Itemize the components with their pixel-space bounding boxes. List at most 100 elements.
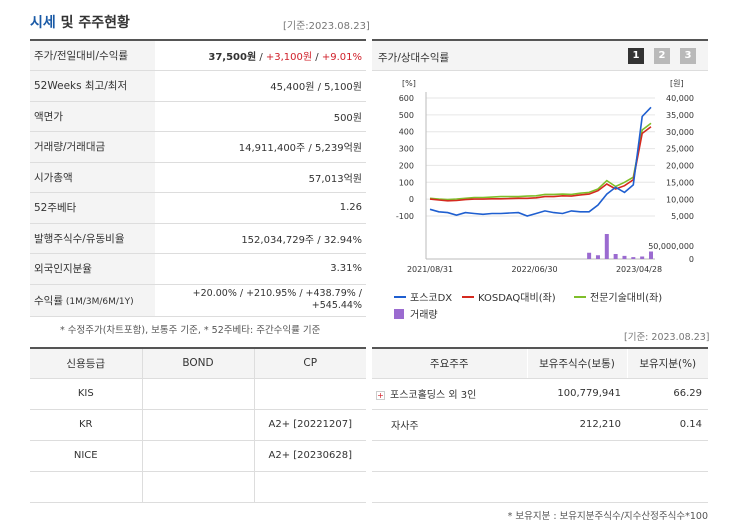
stats-note: * 수정주가(차트포함), 보통주 기준, * 52주베타: 주간수익률 기준	[60, 325, 321, 336]
shareholder-shares	[527, 440, 627, 472]
table-row	[372, 471, 708, 503]
volume-bar	[640, 256, 645, 259]
current-price: 37,500원	[208, 52, 257, 63]
credit-header: CP	[253, 348, 366, 379]
y-tick-label: 600	[399, 94, 414, 103]
stats-value: 500원	[155, 101, 366, 132]
chart-label: 주가/상대수익률	[378, 52, 450, 64]
chart-page-3-button[interactable]: 3	[680, 48, 696, 64]
credit-agency	[30, 471, 142, 503]
chart-page-1-button[interactable]: 1	[628, 48, 644, 64]
stats-row: 거래량/거래대금 14,911,400주 / 5,239억원	[30, 131, 366, 163]
title-rest: 및 주주현황	[60, 15, 130, 31]
y-tick-label: 100	[399, 178, 414, 187]
volume-bar	[604, 234, 609, 259]
left-axis-unit: [%]	[402, 79, 416, 88]
credit-cp: A2+ [20230628]	[253, 440, 366, 472]
volume-bar	[587, 252, 592, 259]
legend-label: 전문기술대비(좌)	[590, 292, 662, 304]
shareholder-date: [기준: 2023.08.23]	[624, 332, 710, 343]
y2-tick-label: 15,000	[666, 178, 694, 187]
x-tick-label: 2023/04/28	[616, 265, 662, 274]
chart-panel: 주가/상대수익률 1 2 3 [%] [원] 600 500 400 300 200 100 0…	[372, 39, 708, 320]
shareholder-shares: 100,779,941	[527, 378, 627, 410]
legend-label: 포스코DX	[410, 292, 452, 304]
stats-value: 1.26	[155, 192, 366, 224]
stats-value: 45,400원 / 5,100원	[155, 70, 366, 102]
stats-row: 시가총액 57,013억원	[30, 162, 366, 193]
returns-line2: +545.44%	[311, 300, 362, 311]
shareholder-pct	[627, 471, 708, 503]
stats-label: 수익률 (1M/3M/6M/1Y)	[30, 284, 155, 317]
credit-bond	[141, 409, 254, 441]
stats-label: 52주베타	[30, 192, 155, 224]
shareholder-header-row: 주요주주 보유주식수(보통) 보유지분(%)	[372, 348, 708, 379]
volume-bar	[649, 251, 653, 259]
table-row	[372, 440, 708, 472]
y-tick-label: 300	[399, 145, 414, 154]
shareholder-shares	[527, 471, 627, 503]
y-tick-label: 500	[399, 111, 414, 120]
shareholder-note: * 보유지분 : 보유지분주식수/지수산정주식수*100	[507, 511, 708, 522]
stats-row: 수익률 (1M/3M/6M/1Y) +20.00% / +210.95% / +…	[30, 284, 366, 317]
title-blue: 시세	[30, 15, 56, 31]
base-date: [기준:2023.08.23]	[283, 21, 370, 32]
chart-page-2-button[interactable]: 2	[654, 48, 670, 64]
stats-value: 57,013억원	[155, 162, 366, 193]
stats-row: 발행주식수/유동비율 152,034,729주 / 32.94%	[30, 223, 366, 254]
right-axis-unit: [원]	[670, 79, 684, 88]
y-tick-label: 200	[399, 161, 414, 170]
volume-bar	[613, 254, 618, 259]
shareholder-header: 주요주주	[372, 348, 527, 379]
volume-bar	[595, 255, 600, 259]
y2-tick-label: 20,000	[666, 162, 694, 171]
stats-value: 3.31%	[155, 253, 366, 285]
shareholder-header: 보유지분(%)	[626, 348, 708, 379]
stats-row: 외국인지분율 3.31%	[30, 253, 366, 285]
shareholder-table: 주요주주 보유주식수(보통) 보유지분(%) + 포스코홀딩스 외 3인 100,…	[372, 347, 708, 503]
expand-plus-icon[interactable]: +	[376, 390, 385, 400]
credit-bond	[141, 471, 254, 503]
shareholder-pct: 66.29	[627, 378, 708, 410]
stats-label: 발행주식수/유동비율	[30, 223, 155, 254]
shareholder-name	[372, 440, 527, 472]
credit-header: 신용등급	[30, 348, 142, 379]
series-line	[429, 122, 652, 201]
table-row: 자사주 212,210 0.14	[372, 409, 708, 441]
shareholder-name[interactable]: 포스코홀딩스 외 3인	[390, 390, 477, 401]
stats-label: 외국인지분율	[30, 253, 155, 285]
volume-bar	[622, 255, 627, 259]
chart-header: 주가/상대수익률 1 2 3	[372, 41, 708, 71]
returns-line1: +20.00% / +210.95% / +438.79% /	[192, 288, 362, 299]
credit-bond	[141, 378, 254, 410]
y2-tick-label: 35,000	[666, 111, 694, 120]
credit-cp: A2+ [20221207]	[253, 409, 366, 441]
stats-row: 액면가 500원	[30, 101, 366, 132]
stats-row: 52Weeks 최고/최저 45,400원 / 5,100원	[30, 70, 366, 102]
credit-cp	[253, 378, 366, 410]
credit-agency: KR	[30, 409, 142, 441]
credit-cp	[253, 471, 366, 503]
shareholder-name	[372, 471, 527, 503]
shareholder-pct: 0.14	[627, 409, 708, 441]
legend-label: KOSDAQ대비(좌)	[478, 292, 556, 304]
credit-bond	[141, 440, 254, 472]
y2-tick-label: 40,000	[666, 94, 694, 103]
y-tick-label: 0	[409, 195, 414, 204]
x-tick-label: 2022/06/30	[511, 265, 557, 274]
shareholder-header: 보유주식수(보통)	[526, 348, 627, 379]
volume-tick-label: 50,000,000	[648, 242, 694, 251]
credit-rating-table: 신용등급 BOND CP KIS KR A2+ [20221207] NICE A2…	[30, 347, 366, 503]
price-change-pct: +9.01%	[321, 52, 362, 63]
table-row: KIS	[30, 378, 366, 410]
price-change: +3,100원	[265, 52, 313, 63]
stats-row: 주가/전일대비/수익률 37,500원 / +3,100원 / +9.01%	[30, 40, 366, 71]
table-row: NICE A2+ [20230628]	[30, 440, 366, 472]
credit-header-row: 신용등급 BOND CP	[30, 348, 366, 379]
table-row: + 포스코홀딩스 외 3인 100,779,941 66.29	[372, 378, 708, 410]
stats-value: 14,911,400주 / 5,239억원	[155, 131, 366, 163]
legend-label: 거래량	[410, 309, 438, 320]
stats-label: 시가총액	[30, 162, 155, 193]
credit-agency: KIS	[30, 378, 142, 410]
y-tick-label: -100	[396, 212, 414, 221]
